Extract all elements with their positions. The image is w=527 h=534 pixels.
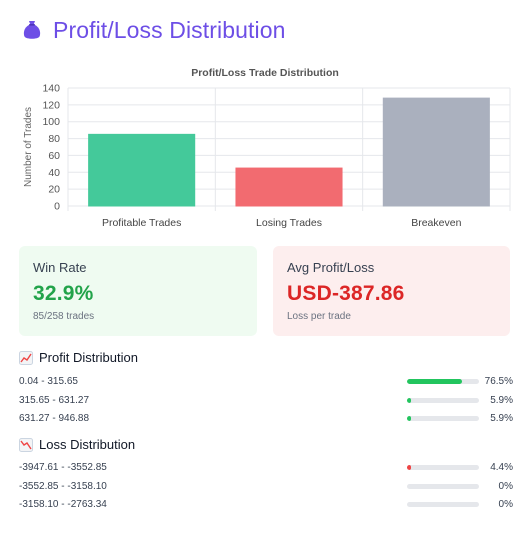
loss-percent: 0%	[498, 481, 513, 492]
y-tick-label: 140	[42, 83, 60, 95]
bar	[235, 167, 343, 207]
bar	[88, 133, 196, 207]
avg-profit-loss-label: Avg Profit/Loss	[287, 260, 375, 275]
loss-percent: 4.4%	[490, 462, 513, 473]
loss-bar-track	[407, 465, 479, 470]
profit-percent: 76.5%	[484, 376, 513, 387]
y-tick-label: 80	[48, 133, 60, 145]
profit-percent: 5.9%	[490, 395, 513, 406]
chart-title: Profit/Loss Trade Distribution	[191, 67, 339, 79]
profit-bar-track	[407, 398, 479, 403]
chart-increasing-icon	[19, 350, 33, 365]
chart-decreasing-icon	[19, 437, 33, 452]
profit-bar-fill	[407, 379, 463, 384]
loss-range: -3158.10 - -2763.34	[19, 499, 107, 510]
win-rate-card: Win Rate 32.9% 85/258 trades	[19, 246, 257, 336]
y-tick-label: 0	[54, 201, 60, 213]
win-rate-value: 32.9%	[33, 282, 94, 305]
profit-distribution-title: Profit Distribution	[19, 350, 138, 365]
loss-distribution-title: Loss Distribution	[19, 437, 135, 452]
profit-row-1: 0.04 - 315.65 76.5%	[19, 374, 513, 390]
bar-chart: Profit/Loss Trade Distribution Number of…	[23, 67, 511, 229]
loss-row-1: -3947.61 - -3552.85 4.4%	[19, 460, 513, 476]
header: Profit/Loss Distribution	[20, 14, 286, 46]
y-axis-label: Number of Trades	[23, 107, 34, 187]
x-tick-label: Breakeven	[411, 217, 461, 229]
profit-bar-fill	[407, 416, 412, 421]
win-rate-sub: 85/258 trades	[33, 311, 95, 322]
loss-bar-fill	[407, 465, 412, 470]
avg-profit-loss-card: Avg Profit/Loss USD-387.86 Loss per trad…	[273, 246, 510, 336]
x-tick-label: Profitable Trades	[102, 217, 181, 229]
profit-bar-fill	[407, 398, 412, 403]
avg-profit-loss-value: USD-387.86	[287, 282, 405, 305]
avg-profit-loss-sub: Loss per trade	[287, 311, 351, 322]
loss-range: -3947.61 - -3552.85	[19, 462, 107, 473]
page-title: Profit/Loss Distribution	[53, 16, 286, 43]
profit-bar-track	[407, 379, 479, 384]
profit-row-2: 315.65 - 631.27 5.9%	[19, 393, 513, 409]
y-tick-label: 40	[48, 167, 60, 179]
trade-distribution-chart: Profit/Loss Trade Distribution Number of…	[0, 58, 527, 236]
profit-row-3: 631.27 - 946.88 5.9%	[19, 411, 513, 427]
money-bag-icon	[20, 18, 44, 42]
profit-distribution-label: Profit Distribution	[39, 350, 138, 365]
y-tick-label: 120	[42, 99, 60, 111]
y-tick-label: 20	[48, 184, 60, 196]
profit-bar-track	[407, 416, 479, 421]
win-rate-label: Win Rate	[33, 260, 87, 275]
profit-range: 315.65 - 631.27	[19, 395, 90, 406]
y-tick-label: 100	[42, 116, 60, 128]
loss-distribution-label: Loss Distribution	[39, 437, 136, 452]
loss-bar-track	[407, 502, 479, 507]
y-tick-label: 60	[48, 150, 60, 162]
profit-range: 631.27 - 946.88	[19, 413, 90, 424]
loss-range: -3552.85 - -3158.10	[19, 481, 107, 492]
loss-row-3: -3158.10 - -2763.34 0%	[19, 497, 513, 513]
profit-percent: 5.9%	[490, 413, 513, 424]
loss-row-2: -3552.85 - -3158.10 0%	[19, 479, 513, 495]
loss-percent: 0%	[498, 499, 513, 510]
loss-bar-track	[407, 484, 479, 489]
x-tick-label: Losing Trades	[256, 217, 322, 229]
profit-range: 0.04 - 315.65	[19, 376, 78, 387]
bar	[382, 97, 490, 207]
